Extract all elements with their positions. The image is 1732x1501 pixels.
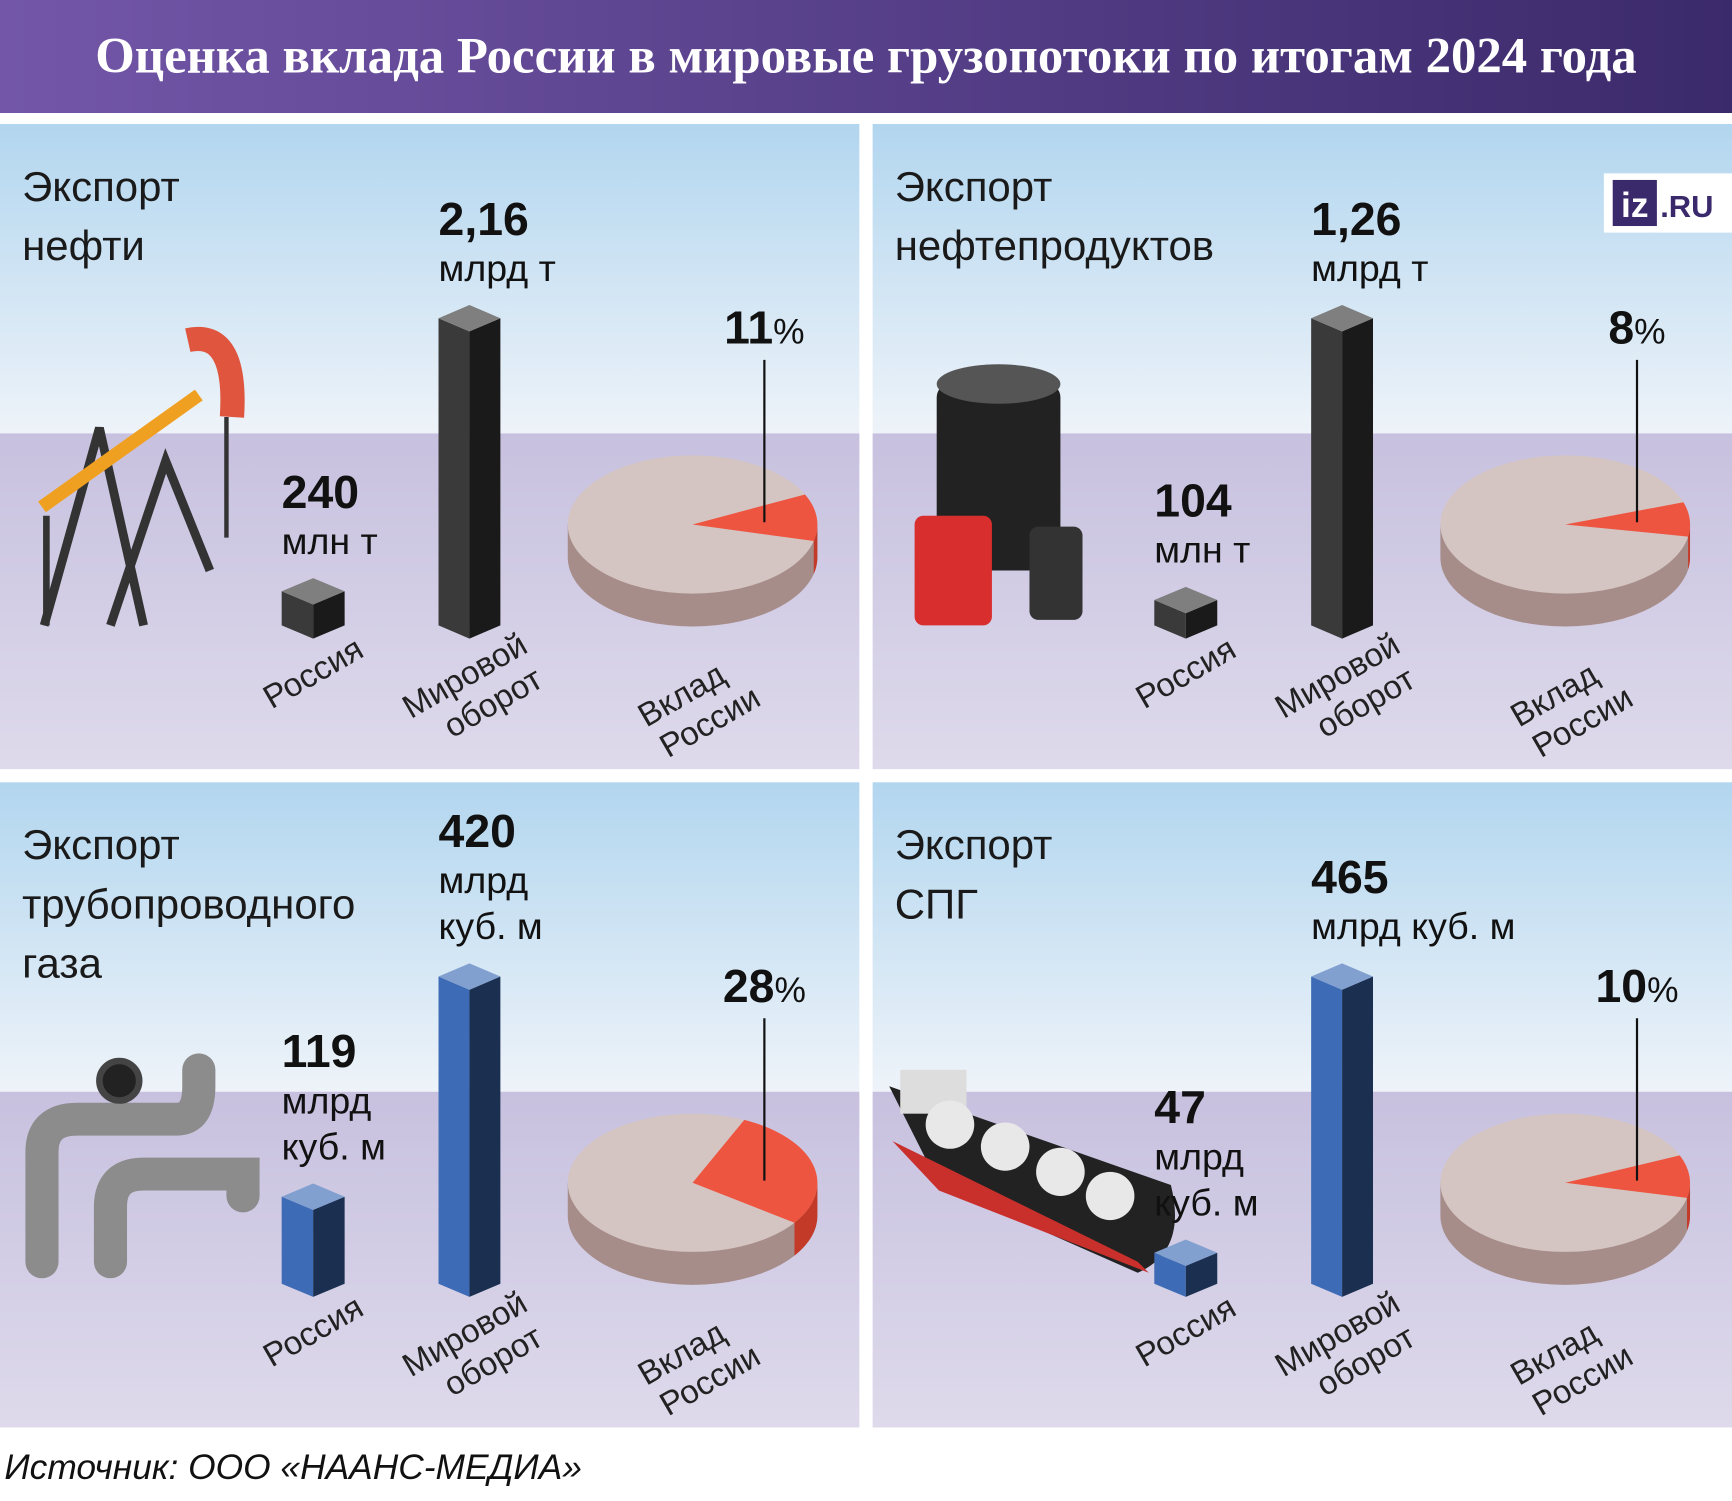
value-label: 420: [439, 805, 516, 857]
unit-label: куб. м: [439, 905, 543, 947]
header-band: [0, 0, 1732, 114]
panel-title: газа: [22, 940, 103, 987]
panel-title: СПГ: [895, 881, 978, 928]
share-unit: %: [1647, 971, 1678, 1010]
share-value: 10: [1595, 960, 1647, 1012]
share-unit: %: [1634, 313, 1665, 352]
pie-slice: [1565, 1155, 1691, 1198]
source: Источник: ООО «НААНС-МЕДИА»: [4, 1448, 582, 1487]
bar-left: [438, 318, 470, 639]
bar-top: [438, 963, 501, 990]
pie-slice-side: [1688, 524, 1691, 570]
share-value: 8: [1608, 302, 1634, 354]
pumpjack-icon: [38, 326, 245, 627]
bar-right: [313, 591, 345, 639]
value-label: 2,16: [439, 193, 529, 245]
title: Оценка вклада России в мировые грузопото…: [95, 28, 1636, 84]
bar-left: [281, 1196, 314, 1297]
panel-sky: [872, 782, 1732, 1092]
value-label: 104: [1154, 475, 1232, 527]
bar-left: [1154, 600, 1186, 639]
pie-slice-side: [813, 524, 818, 574]
panel-title: трубопроводного: [22, 881, 355, 928]
unit-label: куб. м: [1154, 1182, 1258, 1224]
share-unit: %: [774, 971, 805, 1010]
share-label: 28%: [723, 960, 806, 1012]
unit-label: млрд т: [1311, 247, 1428, 289]
bar-left: [1311, 976, 1343, 1297]
barrel-icon: [914, 364, 1083, 626]
unit-label: млрд: [439, 859, 529, 901]
value-label: 465: [1311, 851, 1388, 903]
bar-top: [281, 1183, 345, 1210]
unit-label: млрд т: [439, 247, 556, 289]
logo-text: .RU: [1660, 189, 1713, 224]
bar-top: [1154, 586, 1218, 614]
pie-top: [1440, 1113, 1691, 1252]
value-label: 119: [282, 1025, 357, 1077]
pie-slice-side: [1687, 1182, 1691, 1231]
bar-right: [1342, 318, 1374, 639]
logo: iz .RU: [1603, 173, 1732, 233]
panel-title: Экспорт: [22, 821, 180, 868]
bar-left: [438, 976, 470, 1297]
logo-mark: iz: [1621, 186, 1648, 225]
panel-title: Экспорт: [895, 163, 1053, 210]
bar-top: [1154, 1239, 1218, 1266]
unit-label: куб. м: [282, 1126, 386, 1168]
panel-title: нефтепродуктов: [895, 222, 1214, 269]
unit-label: млн т: [1154, 529, 1250, 571]
bar-right: [1342, 976, 1374, 1297]
pipes-icon: [25, 1053, 260, 1279]
bar-right: [313, 1196, 345, 1297]
panel-sky: [0, 782, 860, 1092]
panel-title: Экспорт: [895, 821, 1053, 868]
share-unit: %: [773, 313, 804, 352]
panel-title: нефти: [22, 222, 145, 269]
logo-box: [1612, 179, 1657, 227]
pie-slice: [692, 1119, 818, 1223]
unit-label: млрд: [1154, 1135, 1244, 1177]
value-label: 47: [1154, 1081, 1206, 1133]
unit-label: млн т: [282, 520, 378, 562]
bar-top: [281, 578, 345, 605]
share-label: 10%: [1595, 960, 1678, 1012]
value-label: 1,26: [1311, 193, 1401, 245]
panel-title: Экспорт: [22, 163, 180, 210]
bar-top: [438, 305, 501, 332]
bar-top: [1311, 963, 1374, 990]
share-value: 28: [723, 960, 775, 1012]
share-label: 8%: [1608, 302, 1665, 354]
bar-right: [469, 318, 501, 639]
bar-right: [1185, 1252, 1218, 1297]
share-value: 11: [724, 302, 773, 354]
bar-left: [1311, 318, 1343, 639]
pie-slice-side: [794, 1182, 818, 1256]
bar-left: [1154, 1252, 1186, 1297]
pie-slice: [1565, 502, 1691, 537]
pie-top: [1440, 455, 1691, 594]
panel-sky: [0, 123, 860, 434]
bar-right: [469, 976, 501, 1297]
value-label: 240: [282, 466, 359, 518]
ship-icon: [889, 1069, 1176, 1273]
bar-top: [1311, 305, 1374, 332]
bar-left: [281, 591, 314, 639]
unit-label: млрд куб. м: [1311, 905, 1515, 947]
bar-right: [1185, 600, 1218, 639]
pie-slice: [692, 494, 818, 542]
unit-label: млрд: [282, 1079, 372, 1121]
share-label: 11%: [724, 302, 804, 354]
